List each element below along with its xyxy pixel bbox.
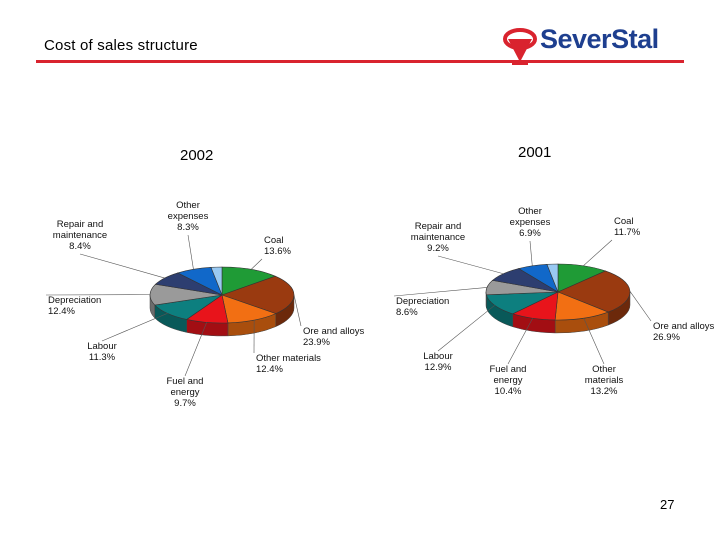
slice-label: 6.9% <box>519 228 541 239</box>
pie-slice-coal <box>221 266 277 296</box>
slice-label: energy <box>170 387 199 398</box>
slice-label: 26.9% <box>653 332 680 343</box>
leader-line <box>101 313 168 342</box>
leader-line <box>187 234 194 270</box>
slice-label: Repair and <box>415 221 461 232</box>
leader-line <box>250 258 263 270</box>
logo-emblem-icon <box>503 28 537 65</box>
chart-year-2001: 2001 <box>518 144 552 161</box>
pie-slice-ore-and-alloys <box>221 275 295 314</box>
slice-label: 12.9% <box>425 362 452 373</box>
slice-label: 11.7% <box>614 227 641 238</box>
slice-label: Coal <box>614 216 634 227</box>
leader-line <box>393 287 487 297</box>
slice-label: Other materials <box>256 353 321 364</box>
leader-line <box>529 240 533 266</box>
slice-label: 13.2% <box>591 386 618 397</box>
severstal-logo: SeverStal <box>498 22 690 68</box>
pie-slice-ore-and-alloys <box>557 270 631 313</box>
slice-label: energy <box>493 375 522 386</box>
slice-label: Other <box>518 206 542 217</box>
slice-label: 12.4% <box>256 364 283 375</box>
logo-wordmark: SeverStal <box>540 24 659 54</box>
slice-label: Labour <box>423 351 453 362</box>
pie-slice-other <box>546 263 559 293</box>
slice-label: maintenance <box>53 230 107 241</box>
leader-line <box>437 255 504 275</box>
slice-label: Depreciation <box>48 295 101 306</box>
leader-line <box>293 294 302 327</box>
slice-label: Repair and <box>57 219 103 230</box>
pie-slice-other-materials <box>554 291 609 321</box>
slice-label: 8.4% <box>69 241 91 252</box>
slice-label: expenses <box>510 217 551 228</box>
slice-label: Fuel and <box>167 376 204 387</box>
pie-slice-other <box>210 266 223 296</box>
slice-label: 9.7% <box>174 398 196 409</box>
slice-label: Depreciation <box>396 296 449 307</box>
slice-label: materials <box>585 375 624 386</box>
chart-year-2002: 2002 <box>180 147 214 164</box>
leader-line <box>437 305 495 352</box>
slice-label: maintenance <box>411 232 465 243</box>
slice-label: 9.2% <box>427 243 449 254</box>
slide-title: Cost of sales structure <box>44 37 198 54</box>
slice-label: 12.4% <box>48 306 75 317</box>
leader-line <box>583 318 605 365</box>
slice-label: 11.3% <box>89 352 116 363</box>
leader-line <box>184 322 207 377</box>
slice-label: Labour <box>87 341 117 352</box>
slice-label: expenses <box>168 211 209 222</box>
slice-label: 10.4% <box>495 386 522 397</box>
leader-line <box>583 239 613 267</box>
slice-label: 8.3% <box>177 222 199 233</box>
title-divider <box>36 60 684 63</box>
slice-label: Fuel and <box>490 364 527 375</box>
slice-label: 23.9% <box>303 337 330 348</box>
page-number: 27 <box>660 497 675 512</box>
leader-line <box>629 291 652 322</box>
leader-line <box>507 318 533 365</box>
slice-label: 8.6% <box>396 307 418 318</box>
pie-slice-labour <box>485 291 559 315</box>
slice-label: Coal <box>264 235 284 246</box>
leader-line <box>79 253 165 279</box>
slice-label: 13.6% <box>264 246 291 257</box>
slice-label: Ore and alloys <box>653 321 715 332</box>
slice-label: Other <box>176 200 200 211</box>
slice-label: Other <box>592 364 616 375</box>
slice-label: Ore and alloys <box>303 326 365 337</box>
